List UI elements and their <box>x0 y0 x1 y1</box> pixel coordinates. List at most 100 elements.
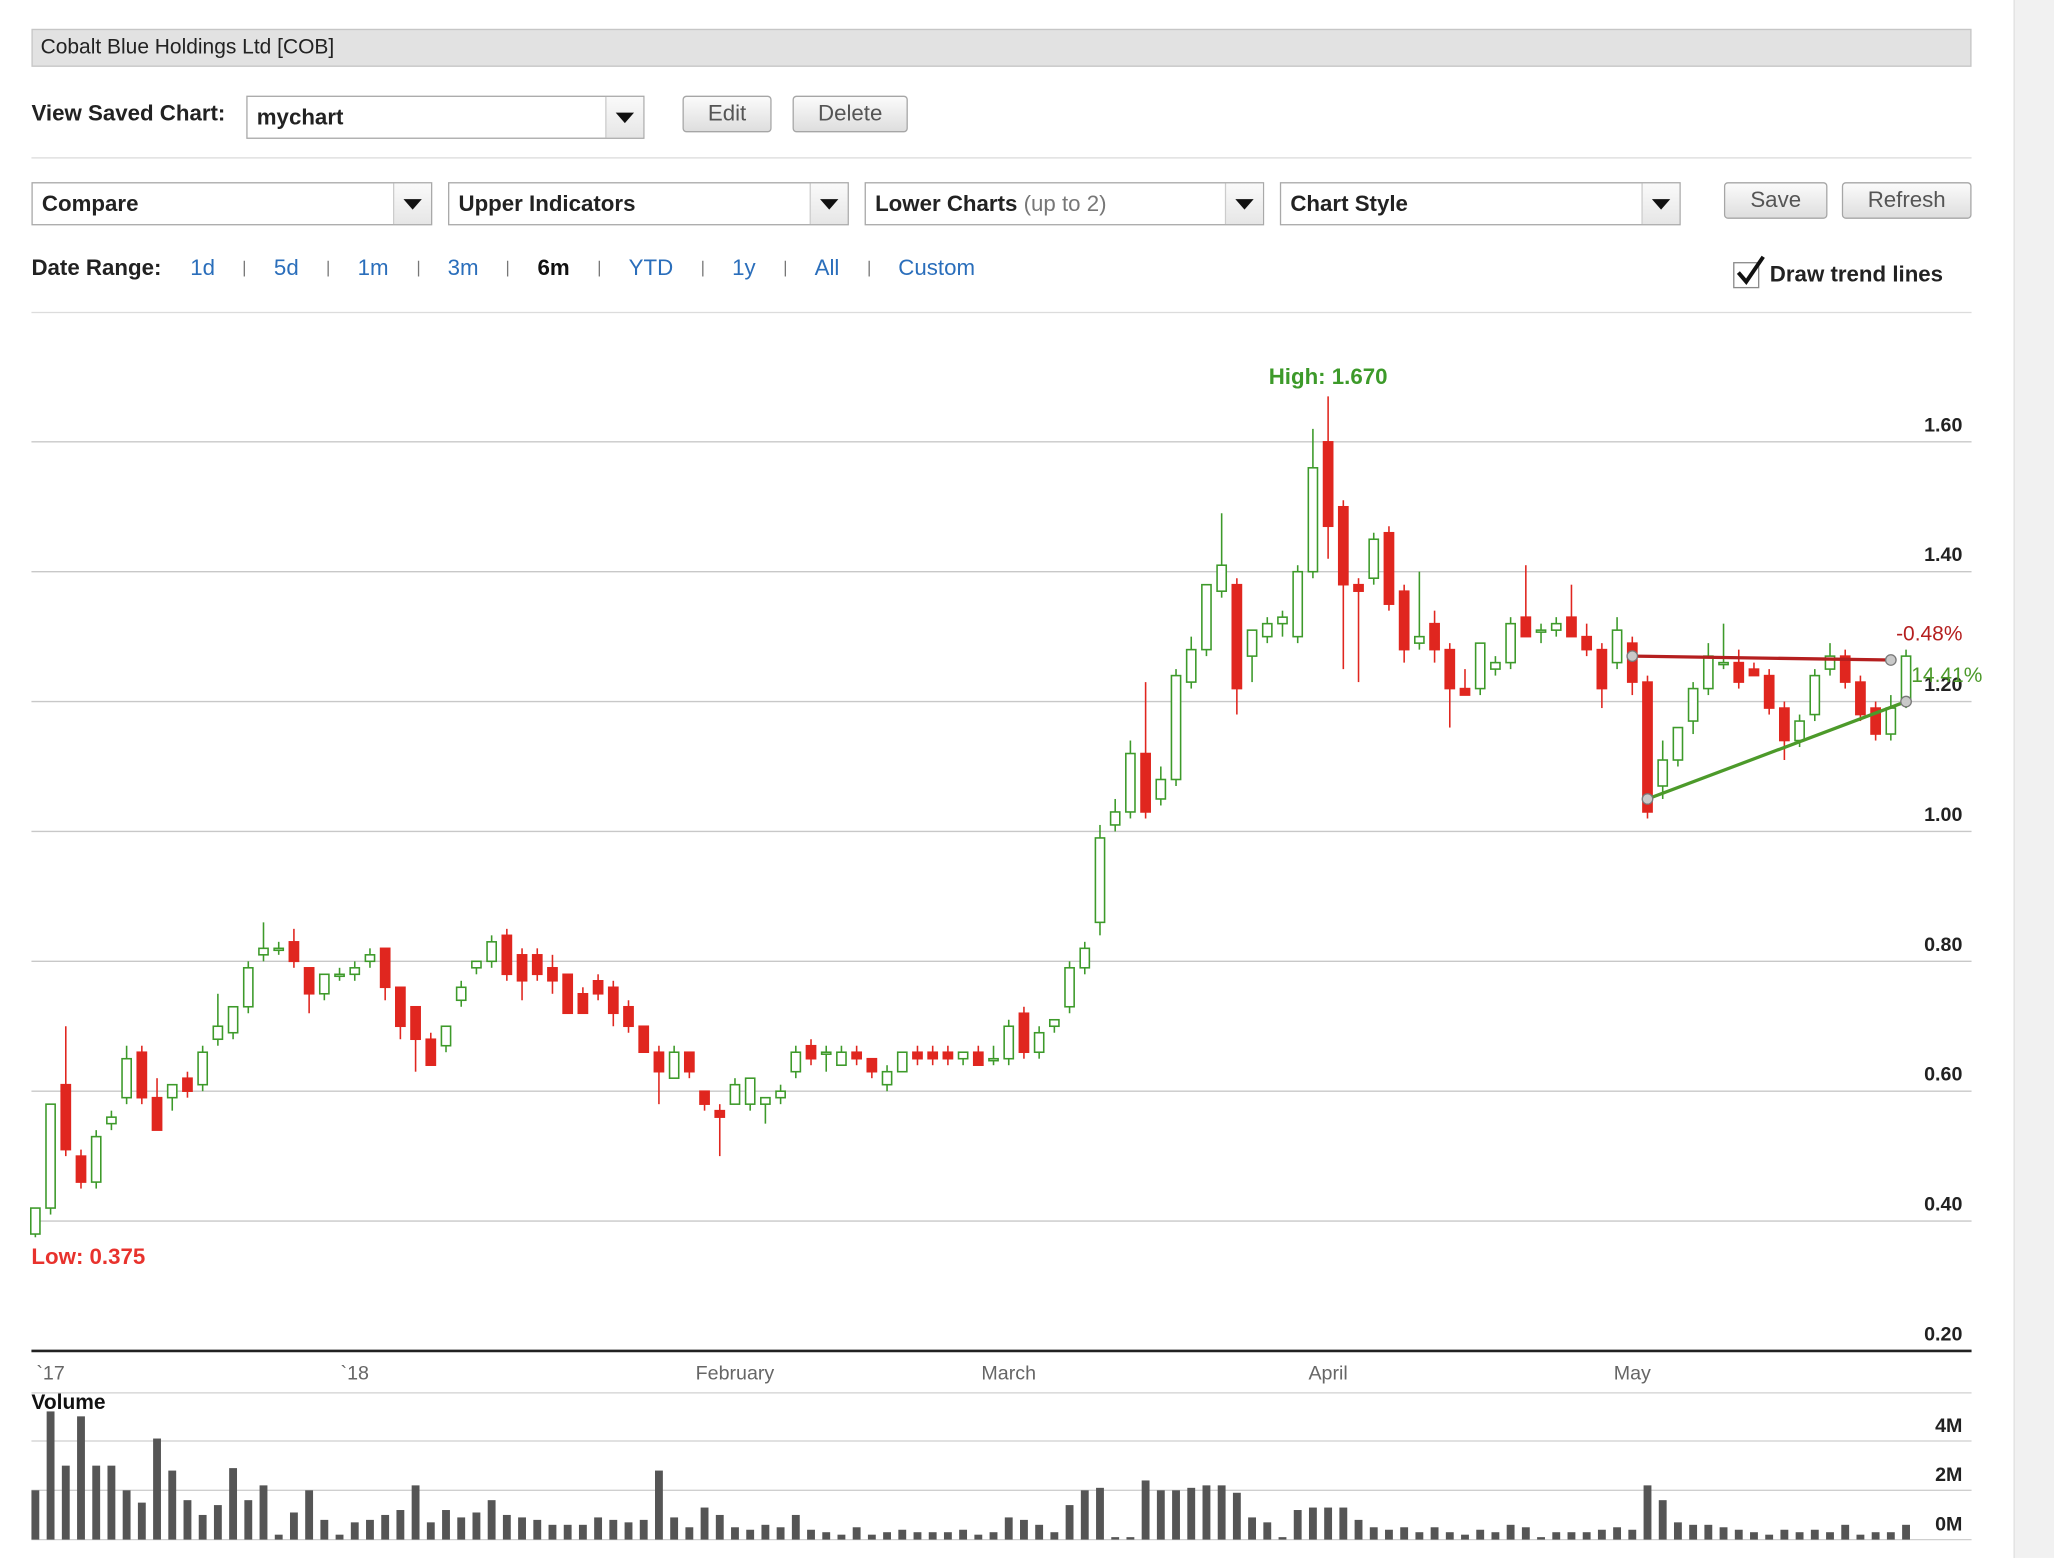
candle-body <box>1748 668 1760 677</box>
volume-bar <box>715 1514 724 1540</box>
save-button[interactable]: Save <box>1723 182 1828 219</box>
security-title: Cobalt Blue Holdings Ltd [COB] <box>31 28 1972 67</box>
candle-body <box>303 967 315 995</box>
checkmark-stroke <box>1736 255 1765 285</box>
separator <box>417 260 419 277</box>
volume-bar <box>1673 1522 1682 1540</box>
date-range-option[interactable]: Custom <box>898 255 976 281</box>
volume-bar <box>1795 1532 1804 1540</box>
volume-bar <box>807 1529 815 1540</box>
candle-body <box>1368 538 1380 579</box>
volume-bar <box>1552 1532 1561 1540</box>
candle-body <box>318 973 330 995</box>
trend-handle <box>1626 650 1639 663</box>
upper-indicators-select[interactable]: Upper Indicators <box>448 182 849 226</box>
volume-bar <box>213 1505 222 1540</box>
volume-bar <box>350 1522 359 1540</box>
candle-body <box>1566 616 1577 638</box>
candle-body <box>1824 655 1836 670</box>
candle-body <box>638 1025 650 1054</box>
candle-body <box>1277 616 1288 625</box>
candle-body <box>288 941 300 963</box>
volume-bar <box>1172 1490 1180 1540</box>
select-value: Upper Indicators <box>458 191 636 217</box>
volume-bar <box>153 1438 161 1540</box>
candle-body <box>1216 564 1228 592</box>
volume-bar <box>198 1514 207 1540</box>
candle-body <box>1535 629 1547 633</box>
trend-checkbox-label[interactable]: Draw trend lines <box>1769 262 1944 287</box>
candle-body <box>1779 707 1790 742</box>
volume-bar <box>1506 1524 1515 1540</box>
date-range-option[interactable]: 1m <box>357 255 389 281</box>
candle-body <box>1337 505 1349 586</box>
candle-body <box>1855 681 1866 716</box>
refresh-button[interactable]: Refresh <box>1841 182 1972 219</box>
volume-bar <box>913 1532 922 1540</box>
volume-bar <box>1491 1532 1500 1540</box>
separator <box>507 260 509 277</box>
date-range-option[interactable]: All <box>814 255 840 281</box>
date-range-option[interactable]: 3m <box>447 255 479 281</box>
date-range-option[interactable]: YTD <box>628 255 674 281</box>
volume-bar <box>1704 1524 1713 1540</box>
candle-body <box>379 947 391 989</box>
volume-bar <box>396 1510 405 1540</box>
candle-body <box>121 1057 132 1099</box>
trend-checkbox[interactable] <box>1733 255 1765 289</box>
volume-bar <box>1354 1519 1363 1540</box>
volume-bar <box>776 1527 785 1540</box>
y-tick-label: 1.00 <box>1924 804 1962 826</box>
separator <box>243 260 246 277</box>
candle-body <box>1794 720 1805 742</box>
candle-body <box>760 1096 771 1105</box>
candle-body <box>1839 655 1851 683</box>
select-value: Lower Charts <box>875 191 1018 217</box>
date-range-label: Date Range: <box>31 255 162 281</box>
candle-body <box>471 960 482 969</box>
volume-bar <box>746 1529 755 1540</box>
candle-body <box>1459 687 1471 696</box>
volume-bar <box>381 1514 390 1540</box>
date-range-option[interactable]: 6m <box>537 255 570 281</box>
candle-body <box>1672 726 1684 761</box>
select-hint: (up to 2) <box>1023 191 1107 217</box>
volume-bar <box>122 1490 131 1540</box>
volume-bar <box>1613 1527 1622 1540</box>
lower-charts-select[interactable]: Lower Charts (up to 2) <box>864 182 1265 226</box>
volume-bar <box>1597 1529 1606 1540</box>
edit-button[interactable]: Edit <box>682 95 772 133</box>
date-range-option[interactable]: 5d <box>273 255 299 281</box>
volume-bar <box>1248 1517 1257 1540</box>
candle-body <box>90 1135 102 1183</box>
volume-bar <box>685 1527 694 1540</box>
date-range-option[interactable]: 1d <box>190 255 215 281</box>
candle-body <box>1520 616 1532 638</box>
saved-chart-select[interactable]: mychart <box>246 95 645 139</box>
volume-bar <box>928 1532 937 1540</box>
chart-style-select[interactable]: Chart Style <box>1279 182 1681 226</box>
candle-body <box>1185 648 1197 683</box>
volume-tick-label: 0M <box>1935 1513 1962 1535</box>
divider <box>31 311 1972 314</box>
candle-body <box>851 1051 863 1060</box>
trend-handle <box>1900 695 1912 708</box>
y-tick-label: 0.60 <box>1924 1064 1962 1086</box>
volume-bar <box>1750 1532 1758 1540</box>
volume-bar <box>411 1485 420 1540</box>
candle-body <box>1155 778 1167 800</box>
volume-bar <box>974 1534 983 1540</box>
candle-body <box>395 986 406 1028</box>
candle-body <box>790 1051 802 1073</box>
delete-button[interactable]: Delete <box>792 95 908 133</box>
date-range-option[interactable]: 1y <box>732 255 756 281</box>
volume-bar <box>487 1500 496 1540</box>
candle-body <box>1292 570 1304 638</box>
compare-select[interactable]: Compare <box>31 182 433 226</box>
volume-bar <box>274 1534 283 1540</box>
candle-body <box>1550 622 1562 631</box>
volume-bar <box>31 1490 40 1540</box>
volume-bar <box>533 1519 542 1540</box>
volume-tick-label: 4M <box>1935 1415 1962 1437</box>
